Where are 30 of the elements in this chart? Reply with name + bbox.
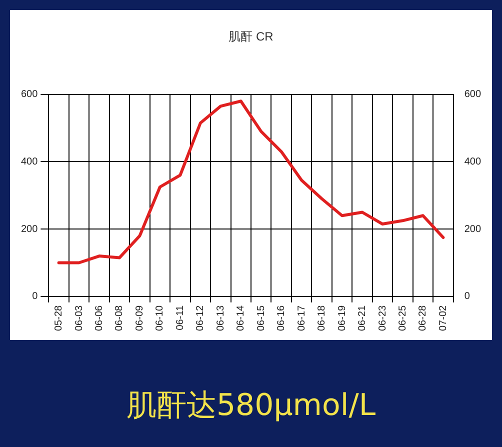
x-tick-label: 06-25 (397, 304, 408, 331)
x-tick-label: 07-02 (438, 304, 449, 331)
x-tick-label: 06-19 (336, 304, 348, 331)
chart-title: 肌酐 CR (228, 30, 274, 44)
x-tick-label: 06-13 (215, 304, 226, 331)
y2-tick-label: 400 (464, 156, 482, 168)
x-tick-label: 06-09 (134, 304, 146, 331)
x-tick-label: 06-21 (357, 304, 368, 331)
x-tick-label: 06-15 (256, 304, 267, 331)
x-tick-label: 06-16 (276, 304, 288, 331)
y-tick-label: 600 (20, 89, 38, 100)
y-tick-label: 400 (20, 156, 38, 168)
x-tick-label: 06-08 (114, 304, 126, 331)
y-tick-label: 0 (32, 291, 38, 302)
x-tick-label: 06-28 (418, 304, 429, 331)
x-tick-label: 06-14 (236, 304, 247, 331)
y2-tick-label: 0 (464, 291, 470, 302)
x-tick-label: 06-10 (154, 304, 166, 331)
x-tick-label: 06-03 (74, 304, 85, 331)
x-tick-label: 06-12 (195, 304, 206, 331)
x-tick-label: 06-06 (94, 304, 106, 331)
x-tick-label: 06-11 (174, 304, 186, 330)
x-tick-label: 06-18 (316, 304, 328, 331)
x-tick-label: 05-28 (54, 304, 65, 331)
text: 肌酐达580μmol/L (125, 387, 377, 425)
y2-tick-label: 200 (464, 224, 482, 235)
x-tick-label: 06-17 (296, 304, 308, 331)
x-tick-label: 06-23 (377, 304, 388, 331)
y2-tick-label: 600 (464, 89, 482, 100)
y-tick-label: 200 (20, 224, 38, 235)
